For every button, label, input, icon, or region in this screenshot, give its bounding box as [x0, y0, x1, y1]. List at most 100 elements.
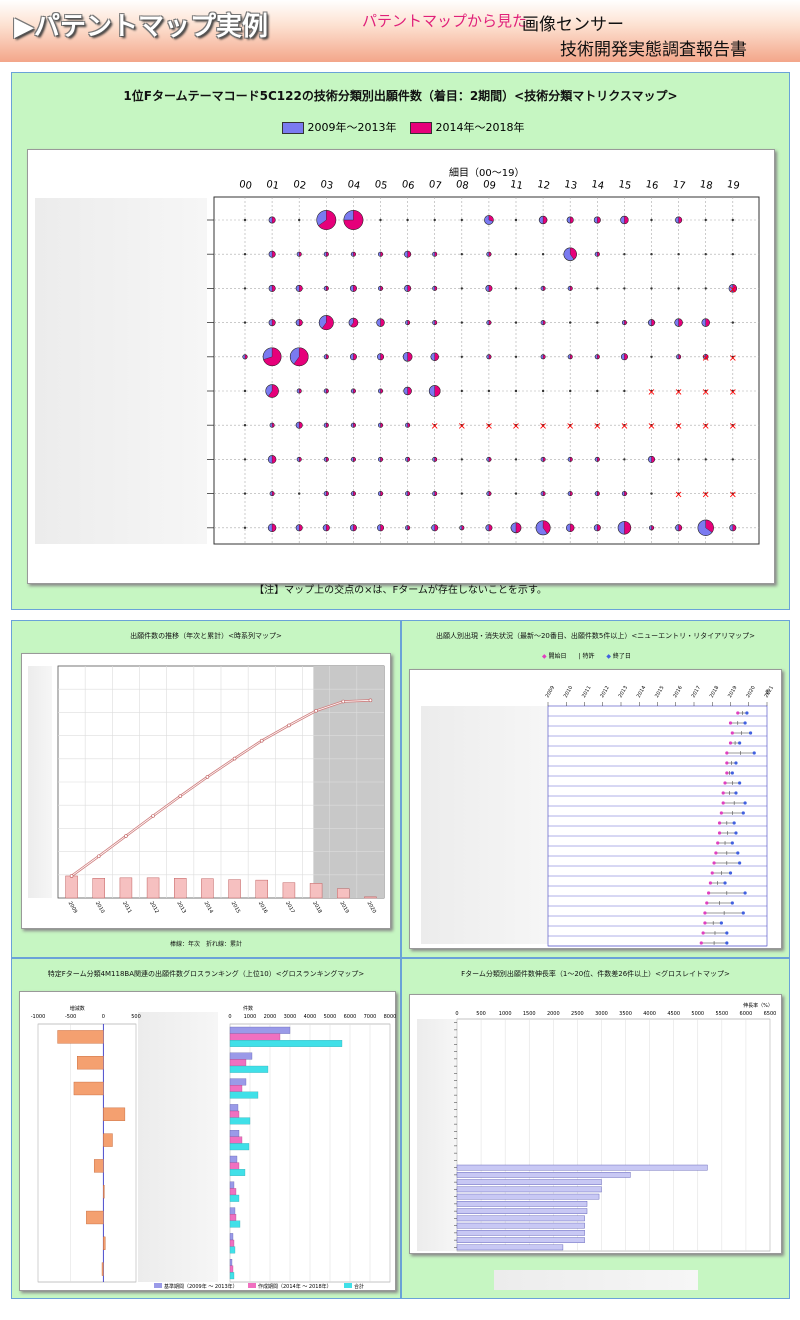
matrix-intersection [243, 218, 247, 222]
entry-end-marker [738, 781, 742, 785]
ts-cumulative-point [259, 738, 264, 743]
pie-period2-slice [380, 353, 384, 361]
entry-end-marker [723, 881, 727, 885]
entry-start-marker [725, 771, 729, 775]
entry-year-label: 2018 [709, 685, 721, 699]
growth-tick: 5000 [691, 1011, 704, 1017]
entry-legend: ◆ 開始日 | 特許 ◆ 終了日 [542, 651, 631, 660]
pie-period2-slice [597, 491, 600, 497]
ts-annual-bar [309, 883, 323, 899]
matrix-chart: 細目（00～19） 00 01 02 03 04 05 06 07 08 09 11 12 13 14 15… [27, 149, 775, 584]
legend-patent-label: 特許 [582, 653, 595, 660]
gross-current-bar [229, 1162, 240, 1170]
matrix-cross-mark: × [729, 421, 737, 432]
pie-period2-slice [407, 352, 413, 362]
matrix-intersection [677, 389, 680, 393]
ts-cumulative-point [96, 854, 101, 859]
matrix-col-label: 04 [347, 179, 361, 192]
gross-current-bar [229, 1085, 243, 1092]
entry-start-marker [703, 921, 707, 925]
ts-annual-bar [282, 882, 296, 899]
entry-start-marker [712, 861, 716, 865]
pie-period2-slice [678, 318, 683, 327]
entry-end-marker [748, 731, 753, 735]
ts-annual-bar [174, 878, 187, 899]
entry-end-marker [738, 741, 742, 745]
matrix-col-label: 05 [374, 179, 388, 192]
matrix-col-label: 13 [563, 179, 577, 192]
matrix-cross-mark: × [702, 421, 710, 432]
matrix-intersection [623, 389, 626, 393]
matrix-cross-mark: × [729, 387, 737, 398]
matrix-intersection [731, 424, 734, 427]
matrix-cross-mark: × [512, 421, 520, 432]
ts-x-label: 2009 [67, 900, 79, 914]
pie-period2-slice [343, 210, 364, 230]
pie-period2-slice [488, 251, 492, 257]
growth-bar [456, 1179, 602, 1185]
matrix-intersection [569, 321, 572, 324]
matrix-intersection [460, 458, 463, 461]
matrix-col-label: 14 [591, 179, 605, 192]
matrix-intersection [704, 287, 707, 290]
legend-label-period1: 2009年～2013年 [307, 121, 397, 134]
entry-year-label: 2016 [672, 685, 684, 699]
matrix-intersection [650, 218, 653, 222]
pie-period2-slice [326, 456, 329, 462]
matrix-intersection [243, 492, 247, 495]
pie-period2-slice [678, 524, 682, 532]
pie-period2-slice [380, 285, 383, 291]
gross-panel: 特定Fターム分類4M118BA関連の出願件数グロスランキング（上位10）<グロス… [11, 958, 401, 1299]
matrix-intersection [460, 389, 463, 393]
gross-diff-tick: -1000 [31, 1014, 46, 1020]
growth-bar [456, 1172, 631, 1178]
matrix-col-label: 03 [320, 179, 334, 192]
legend-patent-marker: | [578, 653, 581, 660]
pie-period2-slice [434, 251, 438, 257]
gross-base-bar [229, 1259, 233, 1266]
growth-bar [456, 1186, 602, 1193]
growth-tick: 1500 [523, 1011, 536, 1017]
ts-annual-bar [228, 879, 241, 899]
entry-year-label: 2015 [654, 685, 666, 699]
gross-count-tick: 8000 [384, 1014, 397, 1020]
entry-start-marker [710, 871, 714, 875]
entry-start-marker [717, 831, 722, 835]
matrix-legend: 2009年～2013年 2014年～2018年 [282, 119, 525, 135]
matrix-intersection [460, 218, 463, 222]
pie-period2-slice [271, 523, 277, 532]
gross-current-bar [229, 1265, 234, 1273]
matrix-cross-mark: × [729, 353, 737, 364]
matrix-col-label: 09 [482, 179, 496, 192]
legend-end-marker: ◆ [606, 653, 611, 660]
gross-current-bar [229, 1110, 240, 1118]
gross-diff-tick: 0 [102, 1014, 105, 1020]
matrix-cross-mark: × [431, 421, 439, 432]
gross-legend-base-swatch [154, 1283, 162, 1288]
pie-period2-slice [624, 491, 627, 497]
entry-start-marker [725, 761, 729, 765]
pie-period2-slice [271, 284, 276, 292]
matrix-col-label: 08 [455, 179, 469, 192]
matrix-cross-mark: × [566, 421, 574, 432]
entry-end-marker [730, 901, 734, 905]
matrix-intersection [650, 355, 653, 358]
entry-start-marker [699, 941, 703, 945]
entry-start-marker [725, 751, 729, 755]
gross-diff-bar [103, 1133, 113, 1147]
pie-period2-slice [570, 456, 573, 462]
ts-x-label: 2011 [121, 900, 133, 914]
entry-end-marker [741, 811, 745, 815]
matrix-intersection [460, 253, 463, 256]
pie-period2-slice [299, 421, 303, 429]
entry-end-marker [728, 871, 733, 875]
entry-start-marker [719, 811, 723, 815]
header-banner: ▶パテントマップ実例 パテントマップから見た 画像センサー 技術開発実態調査報告… [0, 0, 800, 62]
growth-tick: 3000 [595, 1011, 608, 1017]
matrix-intersection [677, 458, 680, 461]
matrix-intersection [569, 389, 572, 393]
pie-period2-slice [434, 285, 438, 291]
gross-total-bar [229, 1091, 259, 1099]
pie-period2-slice [624, 353, 628, 361]
growth-tick: 1000 [499, 1011, 512, 1017]
